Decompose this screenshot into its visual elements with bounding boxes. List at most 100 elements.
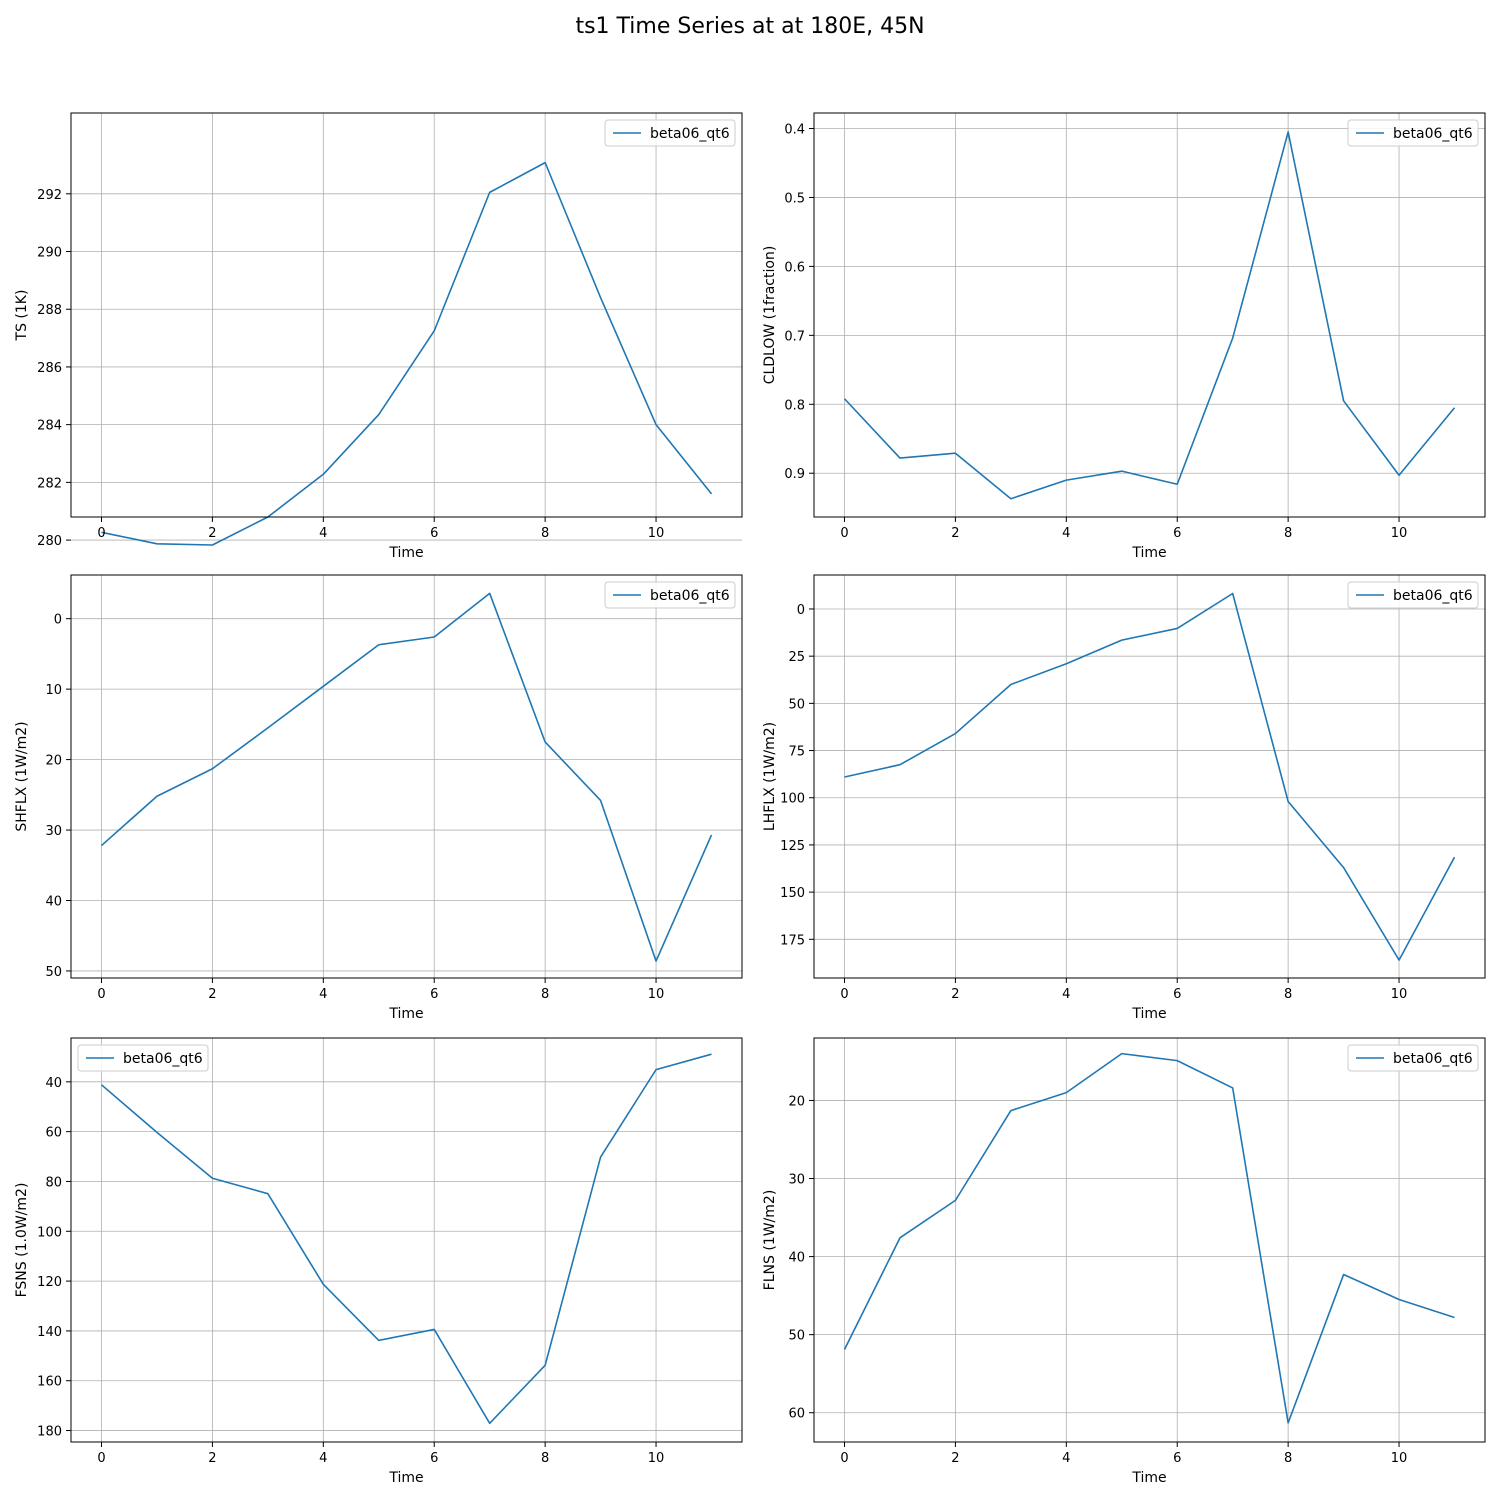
data-point — [544, 161, 546, 163]
y-tick-label: 60 — [45, 1126, 62, 1141]
x-tick-label: 0 — [97, 526, 105, 541]
y-tick-label: 40 — [45, 1076, 62, 1091]
data-point — [1287, 800, 1289, 802]
y-tick-label: 50 — [788, 697, 805, 712]
x-tick-label: 6 — [430, 526, 438, 541]
y-tick-label: 180 — [37, 1425, 62, 1440]
legend-label: beta06_qt6 — [650, 126, 730, 142]
x-tick-label: 4 — [319, 987, 327, 1002]
legend-label: beta06_qt6 — [650, 588, 730, 604]
subplot-1: 0 2 4 6 8 10 280 282 284 286 288 290 292 Time TS (1K) b… — [14, 112, 743, 561]
x-axis-label: Time — [388, 545, 423, 561]
y-tick-label: 286 — [37, 361, 62, 376]
legend-label: beta06_qt6 — [1393, 126, 1473, 142]
legend: beta06_qt6 — [1347, 1044, 1479, 1072]
data-point — [1231, 337, 1233, 339]
x-axis-label: Time — [1131, 1006, 1166, 1022]
data-point — [488, 1422, 490, 1424]
y-axis-label: FLNS (1W/m2) — [762, 1190, 778, 1291]
x-tick-label: 6 — [430, 1451, 438, 1466]
data-point — [954, 452, 956, 454]
y-tick-label: 280 — [37, 534, 62, 549]
data-point — [488, 191, 490, 193]
x-tick-label: 0 — [840, 987, 848, 1002]
data-point — [1398, 959, 1400, 961]
data-point — [156, 1131, 158, 1133]
data-point — [655, 960, 657, 962]
y-tick-label: 50 — [788, 1329, 805, 1344]
y-tick-label: 100 — [780, 792, 805, 807]
y-tick-label: 20 — [45, 754, 62, 769]
data-point — [1231, 1087, 1233, 1089]
data-point — [599, 296, 601, 298]
data-point — [655, 423, 657, 425]
x-tick-label: 0 — [840, 526, 848, 541]
y-axis-label: LHFLX (1W/m2) — [762, 722, 778, 831]
legend: beta06_qt6 — [1347, 119, 1479, 147]
x-tick-label: 8 — [1284, 526, 1292, 541]
series-line — [844, 592, 1456, 961]
data-point — [211, 768, 213, 770]
data-point — [1287, 131, 1289, 133]
legend: beta06_qt6 — [604, 119, 736, 147]
data-point — [211, 1177, 213, 1179]
data-point — [899, 1237, 901, 1239]
legend-box — [1347, 1044, 1479, 1072]
x-tick-label: 2 — [208, 526, 216, 541]
x-tick-label: 6 — [1173, 526, 1181, 541]
data-point — [1453, 1316, 1455, 1318]
axes-frame — [813, 1037, 1486, 1443]
y-tick-label: 284 — [37, 419, 62, 434]
data-point — [710, 1053, 712, 1055]
y-tick-label: 160 — [37, 1375, 62, 1390]
x-tick-label: 10 — [648, 526, 665, 541]
y-axis-label: TS (1K) — [14, 290, 30, 342]
x-tick-label: 8 — [1284, 987, 1292, 1002]
y-tick-label: 120 — [37, 1275, 62, 1290]
x-axis-label: Time — [388, 1470, 423, 1486]
y-tick-label: 10 — [45, 683, 62, 698]
y-tick-label: 20 — [788, 1094, 805, 1109]
legend-box — [77, 1044, 209, 1072]
legend-label: beta06_qt6 — [123, 1051, 203, 1067]
axes-frame — [813, 112, 1486, 518]
data-point — [1121, 470, 1123, 472]
data-point — [1398, 474, 1400, 476]
x-axis-label: Time — [1131, 545, 1166, 561]
data-point — [1010, 683, 1012, 685]
x-tick-label: 8 — [1284, 1451, 1292, 1466]
x-tick-label: 4 — [1062, 1451, 1070, 1466]
x-tick-label: 6 — [430, 987, 438, 1002]
y-tick-label: 0.7 — [784, 329, 805, 344]
y-tick-label: 0.5 — [784, 191, 805, 206]
data-point — [1342, 866, 1344, 868]
y-tick-label: 0.9 — [784, 467, 805, 482]
legend-box — [604, 119, 736, 147]
y-tick-label: 40 — [788, 1251, 805, 1266]
y-tick-label: 0 — [54, 613, 62, 628]
y-tick-label: 282 — [37, 476, 62, 491]
data-point — [655, 1068, 657, 1070]
y-axis-label: FSNS (1.0W/m2) — [14, 1183, 30, 1298]
data-point — [954, 732, 956, 734]
data-point — [100, 1084, 102, 1086]
data-point — [156, 795, 158, 797]
y-tick-label: 140 — [37, 1325, 62, 1340]
data-point — [1065, 479, 1067, 481]
y-tick-label: 25 — [788, 650, 805, 665]
legend-box — [1347, 119, 1479, 147]
data-point — [1342, 400, 1344, 402]
x-tick-label: 10 — [1391, 1451, 1408, 1466]
series-line — [100, 1053, 712, 1425]
data-point — [843, 776, 845, 778]
x-tick-label: 10 — [1391, 987, 1408, 1002]
data-point — [1121, 1052, 1123, 1054]
x-tick-label: 8 — [541, 987, 549, 1002]
data-point — [1453, 856, 1455, 858]
data-point — [322, 1283, 324, 1285]
data-point — [843, 1348, 845, 1350]
y-tick-label: 60 — [788, 1407, 805, 1422]
y-tick-label: 125 — [780, 839, 805, 854]
subplot-5: 0 2 4 6 8 10 40 60 80 100 120 140 160 180 Time FSNS (1.… — [14, 1037, 743, 1486]
